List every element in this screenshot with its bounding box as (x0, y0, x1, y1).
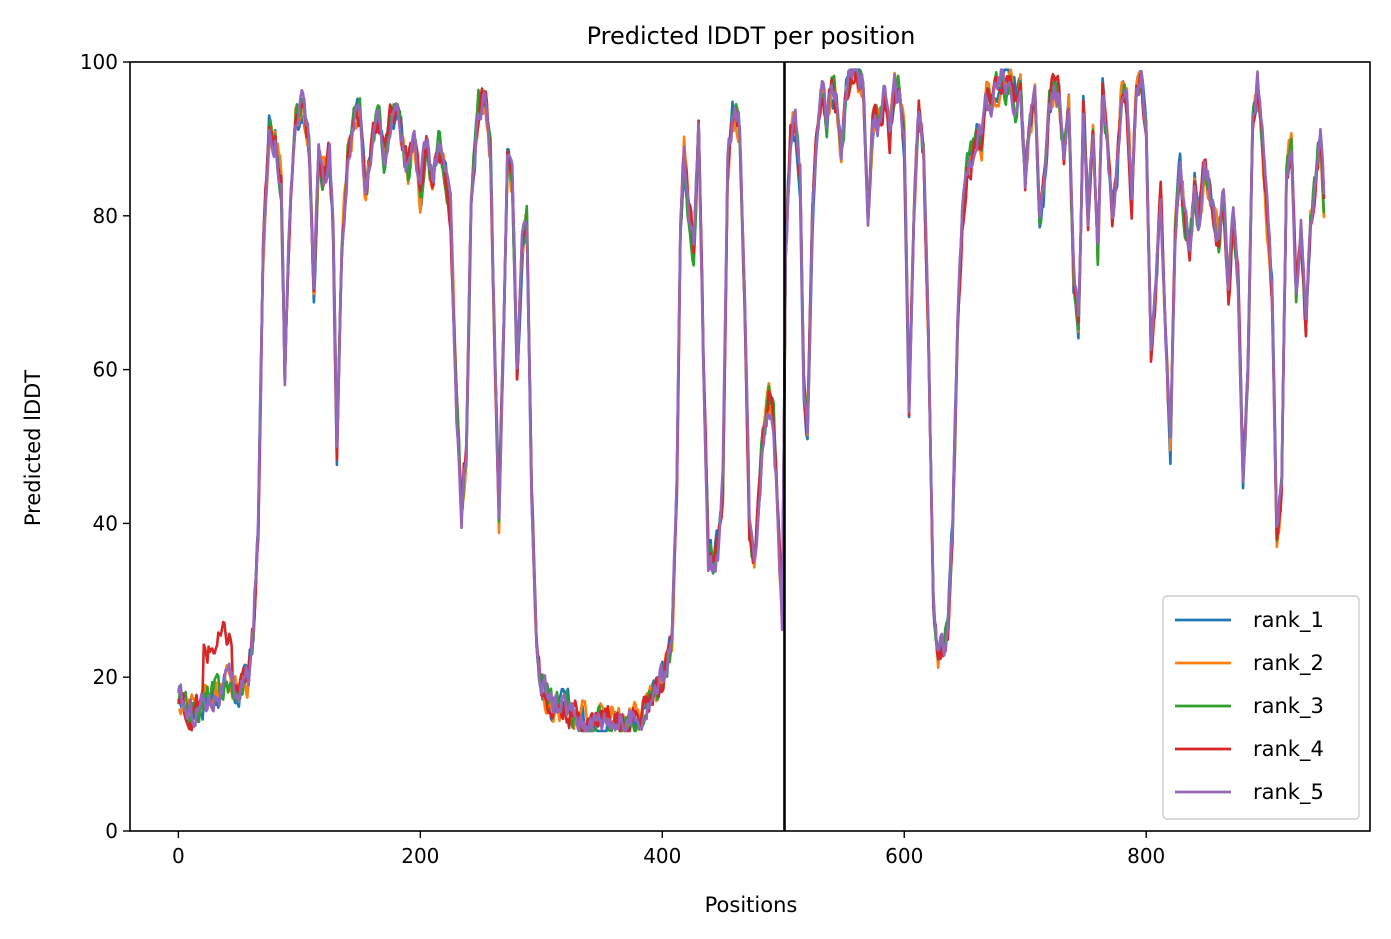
x-axis-title: Positions (705, 893, 798, 917)
chart-title: Predicted lDDT per position (587, 22, 916, 50)
y-tick-label-20: 20 (93, 665, 118, 689)
y-axis-title: Predicted lDDT (21, 370, 45, 526)
legend: rank_1 rank_2 rank_3 rank_4 rank_5 (1162, 595, 1360, 820)
legend-box (1162, 595, 1360, 820)
y-tick-label-60: 60 (93, 358, 118, 382)
plot-area: 0 200 400 600 800 0 20 40 60 80 100 (80, 50, 1371, 868)
x-tick-label-600: 600 (885, 844, 923, 868)
legend-label-rank_3: rank_3 (1253, 694, 1324, 719)
axes-frame (129, 61, 1371, 832)
legend-label-rank_5: rank_5 (1253, 780, 1324, 805)
y-tick-label-80: 80 (93, 204, 118, 228)
y-tick-label-100: 100 (80, 50, 118, 74)
x-tick-label-800: 800 (1127, 844, 1165, 868)
legend-label-rank_2: rank_2 (1253, 651, 1324, 676)
x-tick-label-200: 200 (401, 844, 439, 868)
x-tick-label-400: 400 (643, 844, 681, 868)
y-tick-label-40: 40 (93, 511, 118, 535)
x-tick-label-0: 0 (172, 844, 185, 868)
y-tick-label-0: 0 (105, 819, 118, 843)
legend-label-rank_4: rank_4 (1253, 737, 1324, 762)
series-line-rank_5 (177, 68, 1326, 733)
legend-label-rank_1: rank_1 (1253, 608, 1324, 633)
